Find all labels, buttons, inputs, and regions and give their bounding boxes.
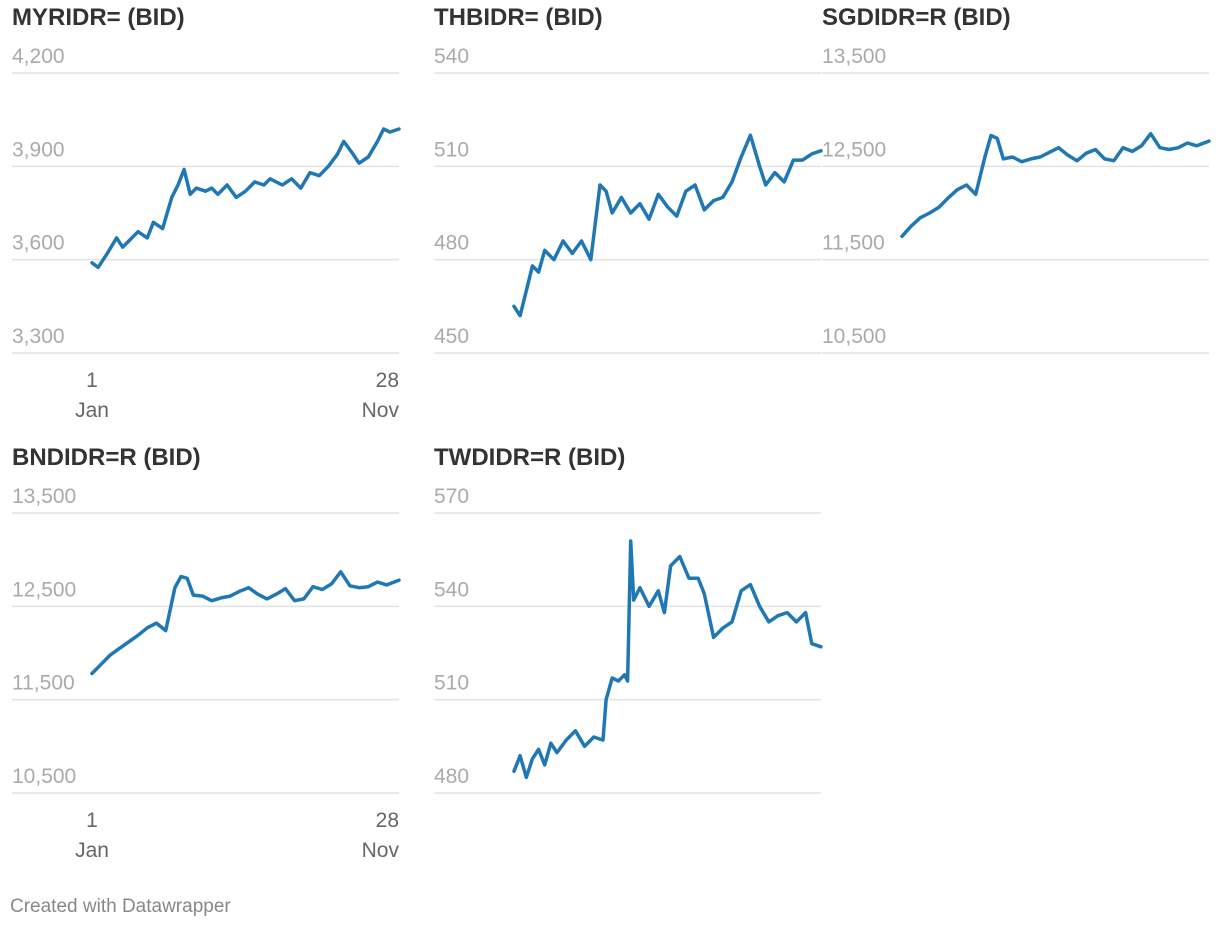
series-line xyxy=(512,539,823,780)
chart-myridr: 3,300 3,600 3,900 4,200 1 Jan 28 Nov xyxy=(12,45,401,422)
y-tick-label: 540 xyxy=(434,45,469,68)
chart-title: THBIDR= (BID) xyxy=(434,4,603,31)
y-tick-label: 3,600 xyxy=(12,232,65,255)
y-tick-label: 480 xyxy=(434,765,469,788)
chart-title: SGDIDR=R (BID) xyxy=(822,4,1011,31)
y-tick-label: 11,500 xyxy=(822,232,885,255)
y-tick-label: 3,300 xyxy=(12,325,65,348)
y-tick-label: 450 xyxy=(434,325,469,348)
y-tick-label: 540 xyxy=(434,578,469,601)
series-line xyxy=(90,127,401,270)
chart-panel-myridr: MYRIDR= (BID) 3,300 3,600 3,900 4,200 1 Jan 28… xyxy=(12,0,402,422)
x-tick-label: Jan xyxy=(75,399,109,422)
y-tick-label: 10,500 xyxy=(822,325,886,348)
series-line xyxy=(512,133,823,318)
y-tick-label: 510 xyxy=(434,672,469,695)
x-tick-label: 1 xyxy=(86,369,98,392)
chart-title: TWDIDR=R (BID) xyxy=(434,444,626,471)
series-line xyxy=(90,570,401,676)
series-line xyxy=(900,131,1211,239)
chart-sgdidr: 10,500 11,500 12,500 13,500 xyxy=(822,45,1211,354)
y-tick-label: 480 xyxy=(434,232,469,255)
chart-panel-thbidr: THBIDR= (BID) 450 480 510 540 xyxy=(434,0,824,400)
y-tick-label: 13,500 xyxy=(12,485,76,508)
x-tick-label: Nov xyxy=(362,399,400,422)
chart-panel-bndidr: BNDIDR=R (BID) 10,500 11,500 12,500 13,500 1… xyxy=(12,440,402,862)
chart-title: MYRIDR= (BID) xyxy=(12,4,185,31)
chart-panel-sgdidr: SGDIDR=R (BID) 10,500 11,500 12,500 13,500 xyxy=(822,0,1212,400)
x-tick-label: Nov xyxy=(362,839,400,862)
x-tick-label: 28 xyxy=(376,809,399,832)
chart-thbidr: 450 480 510 540 xyxy=(434,45,823,354)
chart-bndidr: 10,500 11,500 12,500 13,500 1 Jan 28 Nov xyxy=(12,485,401,862)
y-tick-label: 12,500 xyxy=(12,578,76,601)
chart-title: BNDIDR=R (BID) xyxy=(12,444,201,471)
chart-panel-twdidr: TWDIDR=R (BID) 480 510 540 570 xyxy=(434,440,824,840)
y-tick-label: 13,500 xyxy=(822,45,886,68)
footer-credit: Created with Datawrapper xyxy=(10,896,231,917)
y-tick-label: 12,500 xyxy=(822,138,886,161)
x-tick-label: Jan xyxy=(75,839,109,862)
y-tick-label: 4,200 xyxy=(12,45,65,68)
x-tick-label: 1 xyxy=(86,809,98,832)
y-tick-label: 510 xyxy=(434,138,469,161)
y-tick-label: 3,900 xyxy=(12,138,65,161)
y-tick-label: 10,500 xyxy=(12,765,76,788)
y-tick-label: 11,500 xyxy=(12,672,75,695)
chart-twdidr: 480 510 540 570 xyxy=(434,485,823,794)
y-tick-label: 570 xyxy=(434,485,469,508)
x-tick-label: 28 xyxy=(376,369,399,392)
